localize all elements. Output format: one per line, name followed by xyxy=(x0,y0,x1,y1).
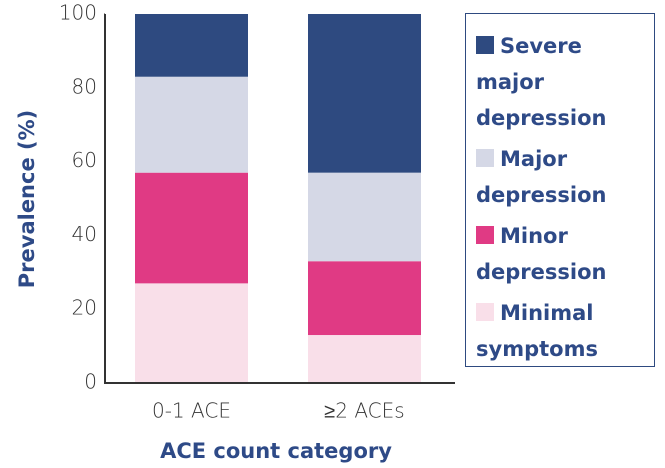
legend-swatch xyxy=(476,149,494,167)
legend-label: Major depression xyxy=(476,147,607,207)
bar-segment xyxy=(308,261,421,336)
legend-label: Severe major depression xyxy=(476,34,607,130)
bar-segment xyxy=(308,172,421,262)
bar-segment xyxy=(308,335,421,383)
legend-swatch xyxy=(476,226,494,244)
legend: Severe major depression Major depression M… xyxy=(465,13,655,367)
legend-entry: Major depression xyxy=(476,141,626,213)
y-tick-label: 100 xyxy=(59,1,97,25)
legend-swatch xyxy=(476,303,494,321)
x-tick-label: ≥2 ACEs xyxy=(324,399,404,423)
legend-entry: Minor depression xyxy=(476,218,626,290)
legend-entry: Minimal symptoms xyxy=(476,295,626,367)
bar-segment xyxy=(135,283,248,383)
bar-segment xyxy=(135,172,248,284)
y-tick-label: 40 xyxy=(72,222,97,246)
y-tick-label: 0 xyxy=(84,370,97,394)
y-tick-label: 80 xyxy=(72,74,97,98)
y-axis-label: Prevalence (%) xyxy=(15,110,39,288)
x-axis-label: ACE count category xyxy=(160,439,392,463)
legend-label: Minor depression xyxy=(476,224,607,284)
bar-segment xyxy=(308,14,421,173)
x-tick-label: 0-1 ACE xyxy=(152,399,231,423)
bar-segment xyxy=(135,14,248,77)
legend-entry: Severe major depression xyxy=(476,28,626,136)
legend-label: Minimal symptoms xyxy=(476,301,598,361)
legend-swatch xyxy=(476,36,494,54)
y-tick-label: 60 xyxy=(72,148,97,172)
y-tick-label: 20 xyxy=(72,296,97,320)
bar-segment xyxy=(135,76,248,173)
